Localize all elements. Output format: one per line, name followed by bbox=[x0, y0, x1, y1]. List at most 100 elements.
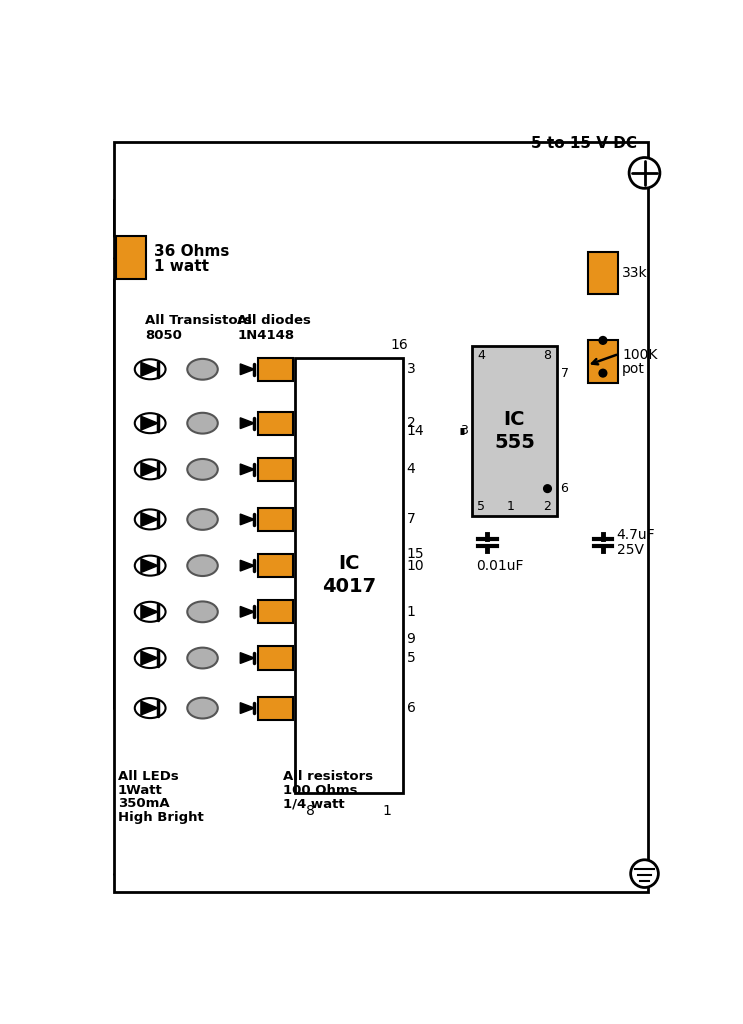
Text: 1 watt: 1 watt bbox=[154, 259, 209, 274]
Text: 1: 1 bbox=[383, 804, 392, 818]
Polygon shape bbox=[240, 364, 254, 375]
Bar bbox=[588, 340, 617, 383]
Text: 36 Ohms: 36 Ohms bbox=[154, 244, 230, 259]
Text: 3: 3 bbox=[406, 362, 415, 376]
Text: innovations: innovations bbox=[174, 400, 254, 415]
Text: 4: 4 bbox=[477, 349, 485, 361]
Ellipse shape bbox=[187, 509, 218, 529]
Text: swagatam: swagatam bbox=[171, 676, 257, 694]
Polygon shape bbox=[240, 652, 254, 664]
Polygon shape bbox=[141, 651, 158, 665]
Text: 1/4 watt: 1/4 watt bbox=[283, 798, 345, 810]
Bar bbox=[259, 554, 293, 578]
Text: All diodes: All diodes bbox=[237, 314, 311, 327]
Bar bbox=[259, 508, 293, 531]
Text: innovations: innovations bbox=[174, 709, 254, 723]
Polygon shape bbox=[240, 560, 254, 571]
Ellipse shape bbox=[134, 602, 166, 622]
Bar bbox=[259, 696, 293, 720]
Text: 8: 8 bbox=[543, 349, 551, 361]
Bar bbox=[259, 646, 293, 670]
Text: 6: 6 bbox=[560, 482, 568, 496]
Text: 100K: 100K bbox=[622, 348, 658, 362]
Circle shape bbox=[599, 370, 607, 377]
Text: swagatam: swagatam bbox=[171, 614, 257, 633]
Text: 25V: 25V bbox=[617, 543, 643, 557]
Text: 7: 7 bbox=[560, 367, 568, 380]
Text: 2: 2 bbox=[406, 416, 415, 430]
Polygon shape bbox=[240, 418, 254, 429]
Text: 4: 4 bbox=[406, 463, 415, 476]
Text: innovations: innovations bbox=[174, 524, 254, 538]
Text: 350mA: 350mA bbox=[118, 798, 169, 810]
Text: 1: 1 bbox=[406, 605, 415, 618]
Text: 8050: 8050 bbox=[145, 330, 181, 342]
Text: 5 to 15 V DC: 5 to 15 V DC bbox=[531, 136, 637, 152]
Polygon shape bbox=[240, 514, 254, 525]
Text: 9: 9 bbox=[406, 632, 415, 646]
Circle shape bbox=[599, 337, 607, 344]
Text: High Bright: High Bright bbox=[118, 811, 204, 824]
Bar bbox=[259, 600, 293, 624]
Polygon shape bbox=[240, 606, 254, 617]
Text: 5: 5 bbox=[406, 651, 415, 665]
Text: 100 Ohms: 100 Ohms bbox=[283, 783, 358, 797]
Ellipse shape bbox=[134, 698, 166, 718]
Ellipse shape bbox=[187, 697, 218, 719]
Text: swagatam: swagatam bbox=[171, 492, 257, 509]
Ellipse shape bbox=[134, 460, 166, 479]
Text: swagatam: swagatam bbox=[171, 368, 257, 386]
Text: 4017: 4017 bbox=[322, 578, 376, 596]
Text: All LEDs: All LEDs bbox=[118, 770, 178, 782]
Text: swagatam: swagatam bbox=[171, 553, 257, 570]
Text: innovations: innovations bbox=[174, 463, 254, 476]
Bar bbox=[295, 357, 403, 793]
Text: 10: 10 bbox=[406, 559, 424, 572]
Bar bbox=[259, 458, 293, 481]
Text: pot: pot bbox=[622, 362, 645, 376]
Polygon shape bbox=[141, 416, 158, 430]
Text: 2: 2 bbox=[544, 500, 551, 513]
Text: 14: 14 bbox=[406, 424, 424, 438]
Text: swagatam: swagatam bbox=[171, 430, 257, 447]
Polygon shape bbox=[141, 362, 158, 376]
Ellipse shape bbox=[134, 413, 166, 433]
Ellipse shape bbox=[134, 648, 166, 668]
Bar bbox=[472, 346, 557, 515]
Text: 6: 6 bbox=[406, 701, 415, 715]
Circle shape bbox=[544, 484, 551, 493]
Bar bbox=[259, 357, 293, 381]
Text: 3: 3 bbox=[461, 424, 468, 437]
Polygon shape bbox=[141, 559, 158, 572]
Polygon shape bbox=[141, 463, 158, 476]
Circle shape bbox=[629, 158, 660, 188]
Ellipse shape bbox=[187, 555, 218, 577]
Text: All resistors: All resistors bbox=[283, 770, 374, 782]
Polygon shape bbox=[240, 702, 254, 714]
Polygon shape bbox=[141, 605, 158, 618]
Ellipse shape bbox=[134, 509, 166, 529]
Text: 8: 8 bbox=[306, 804, 315, 818]
Bar bbox=[259, 412, 293, 435]
Text: 1N4148: 1N4148 bbox=[237, 330, 294, 342]
Polygon shape bbox=[141, 512, 158, 526]
Ellipse shape bbox=[134, 359, 166, 379]
Text: 16: 16 bbox=[390, 338, 408, 351]
Text: IC: IC bbox=[504, 410, 525, 429]
Ellipse shape bbox=[187, 413, 218, 433]
Text: 15: 15 bbox=[406, 547, 424, 561]
Text: IC: IC bbox=[338, 554, 360, 573]
Text: swagatam: swagatam bbox=[171, 737, 257, 756]
Text: innovations: innovations bbox=[174, 770, 254, 784]
Text: 1: 1 bbox=[507, 500, 514, 513]
Polygon shape bbox=[240, 464, 254, 475]
Text: innovations: innovations bbox=[174, 647, 254, 662]
Text: All Transistors: All Transistors bbox=[145, 314, 252, 327]
Polygon shape bbox=[141, 701, 158, 715]
Text: innovations: innovations bbox=[174, 586, 254, 600]
Text: 5: 5 bbox=[477, 500, 485, 513]
Ellipse shape bbox=[187, 358, 218, 380]
Ellipse shape bbox=[187, 459, 218, 480]
Ellipse shape bbox=[187, 601, 218, 623]
Ellipse shape bbox=[187, 647, 218, 669]
